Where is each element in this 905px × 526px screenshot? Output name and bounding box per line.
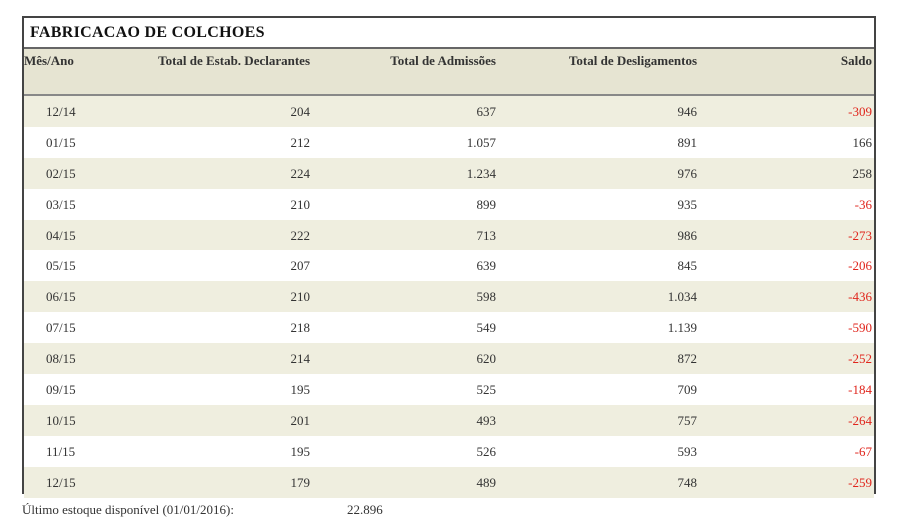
cell-saldo: -36: [854, 196, 872, 212]
cell-admissoes: 713: [476, 227, 497, 243]
col-header-saldo: Saldo: [840, 53, 872, 68]
cell-admissoes: 620: [476, 351, 497, 367]
col-header-admissoes: Total de Admissões: [390, 53, 496, 68]
cell-saldo: 258: [852, 165, 873, 181]
cell-saldo: 166: [852, 134, 873, 150]
cell-desligamentos: 1.034: [667, 289, 697, 305]
cell-mes-ano: 11/15: [46, 443, 76, 459]
cell-admissoes: 637: [476, 104, 497, 119]
cell-estab: 218: [290, 320, 311, 336]
table-row: 12/15 179 489 748 -259: [24, 466, 874, 498]
cell-estab: 204: [290, 104, 311, 119]
col-header-mes-ano: Mês/Ano: [24, 53, 74, 68]
table-body: 12/14 204 637 946 -309 01/15 212 1.057 891 166 02/…: [24, 96, 874, 498]
table-row: 08/15 214 620 872 -252: [24, 343, 874, 375]
col-header-desligamentos: Total de Desligamentos: [568, 53, 697, 68]
cell-desligamentos: 748: [677, 474, 698, 490]
col-header-estab: Total de Estab. Declarantes: [158, 53, 310, 68]
table-row: 07/15 218 549 1.139 -590: [24, 312, 874, 343]
cell-saldo: -273: [848, 227, 872, 243]
cell-mes-ano: 07/15: [46, 320, 76, 336]
cell-desligamentos: 891: [677, 134, 698, 150]
cell-admissoes: 899: [476, 196, 497, 212]
cell-admissoes: 598: [476, 289, 497, 305]
cell-saldo: -259: [848, 474, 872, 490]
cell-saldo: -206: [848, 258, 872, 274]
table-header: Mês/Ano Total de Estab. Declarantes Tota…: [24, 49, 874, 96]
table-row: 04/15 222 713 986 -273: [24, 219, 874, 251]
cell-desligamentos: 946: [677, 104, 698, 119]
table-row: 02/15 224 1.234 976 258: [24, 157, 874, 189]
cell-estab: 195: [290, 382, 311, 398]
table-row: 09/15 195 525 709 -184: [24, 374, 874, 405]
cell-estab: 210: [290, 196, 311, 212]
cell-mes-ano: 04/15: [46, 227, 76, 243]
table-row: 01/15 212 1.057 891 166: [24, 127, 874, 158]
cell-desligamentos: 976: [677, 165, 698, 181]
cell-mes-ano: 01/15: [46, 134, 76, 150]
table-row: 06/15 210 598 1.034 -436: [24, 281, 874, 313]
cell-saldo: -436: [848, 289, 872, 305]
cell-estab: 179: [290, 474, 311, 490]
cell-estab: 214: [290, 351, 311, 367]
cell-admissoes: 493: [476, 412, 497, 428]
cell-estab: 201: [290, 412, 311, 428]
cell-mes-ano: 02/15: [46, 165, 76, 181]
cell-saldo: -264: [848, 412, 872, 428]
cell-estab: 195: [290, 443, 311, 459]
cell-mes-ano: 12/14: [46, 104, 76, 119]
cell-mes-ano: 10/15: [46, 412, 76, 428]
table-row: 10/15 201 493 757 -264: [24, 404, 874, 436]
cell-estab: 224: [290, 165, 311, 181]
cell-saldo: -252: [848, 351, 872, 367]
cell-desligamentos: 1.139: [667, 320, 697, 336]
cell-desligamentos: 757: [677, 412, 698, 428]
cell-admissoes: 525: [476, 382, 497, 398]
cell-estab: 207: [290, 258, 311, 274]
cell-desligamentos: 872: [677, 351, 698, 367]
cell-admissoes: 489: [476, 474, 497, 490]
cell-desligamentos: 709: [677, 382, 698, 398]
cell-mes-ano: 03/15: [46, 196, 76, 212]
cell-admissoes: 549: [476, 320, 497, 336]
cell-estab: 222: [290, 227, 311, 243]
cell-desligamentos: 935: [677, 196, 698, 212]
table-row: 12/14 204 637 946 -309: [24, 96, 874, 127]
cell-saldo: -184: [848, 382, 872, 398]
cell-saldo: -309: [848, 104, 872, 119]
cell-mes-ano: 12/15: [46, 474, 76, 490]
table-row: 05/15 207 639 845 -206: [24, 250, 874, 281]
cell-mes-ano: 06/15: [46, 289, 76, 305]
cell-admissoes: 1.057: [466, 134, 496, 150]
cell-estab: 210: [290, 289, 311, 305]
cell-mes-ano: 05/15: [46, 258, 76, 274]
cell-desligamentos: 593: [677, 443, 698, 459]
cell-mes-ano: 08/15: [46, 351, 76, 367]
cell-admissoes: 1.234: [466, 165, 496, 181]
cell-estab: 212: [290, 134, 311, 150]
footer-label: Último estoque disponível (01/01/2016):: [22, 502, 234, 517]
table-row: 03/15 210 899 935 -36: [24, 189, 874, 220]
cell-desligamentos: 986: [677, 227, 698, 243]
cell-saldo: -67: [854, 443, 872, 459]
cell-mes-ano: 09/15: [46, 382, 76, 398]
cell-desligamentos: 845: [677, 258, 698, 274]
footer-value: 22.896: [347, 502, 383, 517]
table-title: FABRICACAO DE COLCHOES: [24, 18, 874, 49]
table-row: 11/15 195 526 593 -67: [24, 436, 874, 467]
data-table: FABRICACAO DE COLCHOES Mês/Ano Total de …: [22, 16, 876, 498]
cell-admissoes: 526: [476, 443, 497, 459]
cell-saldo: -590: [848, 320, 872, 336]
cell-admissoes: 639: [476, 258, 497, 274]
